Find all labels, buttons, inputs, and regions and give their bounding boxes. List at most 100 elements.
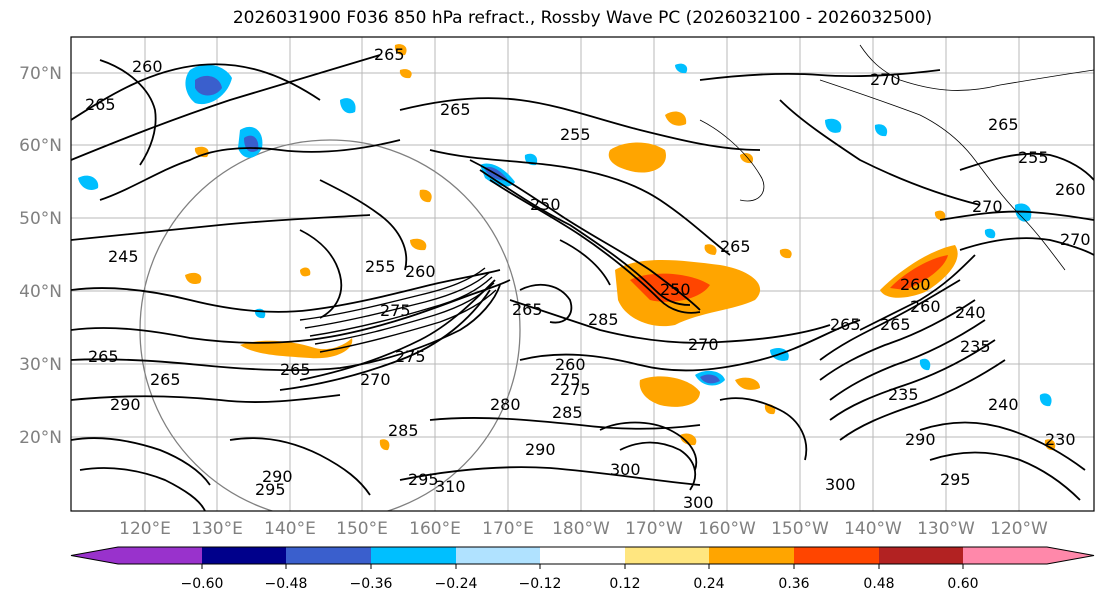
colorbar-tick-label: −0.48 xyxy=(265,576,308,592)
contour-label: 275 xyxy=(380,301,411,320)
lat-label: 40°N xyxy=(19,282,62,302)
contour-label: 265 xyxy=(440,100,471,119)
longitude-labels: 120°E 130°E 140°E 150°E 160°E 170°E 180°… xyxy=(119,519,1048,539)
map-panel: 260 265 265 265 270 265 255 260 270 250 … xyxy=(71,37,1094,512)
contour-label: 240 xyxy=(988,395,1019,414)
contour-label: 295 xyxy=(255,480,286,499)
contour-label: 260 xyxy=(910,297,941,316)
lon-label: 120°E xyxy=(119,519,171,539)
lon-label: 150°W xyxy=(771,519,829,539)
colorbar-tick-label: 0.48 xyxy=(863,576,894,592)
colorbar-bin xyxy=(625,547,709,564)
colorbar-tick-label: −0.36 xyxy=(350,576,393,592)
colorbar-tick-label: −0.12 xyxy=(519,576,562,592)
contour-label: 265 xyxy=(88,347,119,366)
colorbar-bin xyxy=(709,547,794,564)
contour-lines xyxy=(71,54,1094,511)
contour-label: 295 xyxy=(408,470,439,489)
lat-label: 30°N xyxy=(19,355,62,375)
contour-label: 255 xyxy=(1018,148,1049,167)
contour-label: 290 xyxy=(110,395,141,414)
contour-label: 265 xyxy=(150,370,181,389)
contour-label: 290 xyxy=(525,440,556,459)
colorbar-bin xyxy=(202,547,286,564)
contour-label: 260 xyxy=(900,275,931,294)
contour-label: 270 xyxy=(870,70,901,89)
contour-label: 275 xyxy=(395,347,426,366)
contour-label: 290 xyxy=(262,467,293,486)
contour-label: 265 xyxy=(512,300,543,319)
contour-label: 295 xyxy=(940,470,971,489)
contour-label: 260 xyxy=(132,57,163,76)
lat-label: 60°N xyxy=(19,136,62,156)
lon-label: 160°W xyxy=(698,519,756,539)
colorbar-bin xyxy=(794,547,879,564)
map-frame xyxy=(70,36,1095,512)
lon-label: 120°W xyxy=(990,519,1048,539)
contour-label: 275 xyxy=(560,380,591,399)
lon-label: 160°E xyxy=(409,519,461,539)
contour-label: 230 xyxy=(1045,430,1076,449)
colorbar-tick-label: 0.12 xyxy=(609,576,640,592)
colorbar-outline xyxy=(70,546,1095,565)
colorbar-bin xyxy=(540,547,625,564)
contour-label: 245 xyxy=(108,247,139,266)
contour-label: 265 xyxy=(374,45,405,64)
lon-label: 170°E xyxy=(482,519,534,539)
contour-label: 285 xyxy=(588,310,619,329)
contour-label: 260 xyxy=(555,355,586,374)
contour-label: 255 xyxy=(560,125,591,144)
colorbar-tick-label: 0.36 xyxy=(778,576,809,592)
latitude-labels: 70°N 60°N 50°N 40°N 30°N 20°N xyxy=(19,64,62,448)
contour-label: 270 xyxy=(972,197,1003,216)
contour-label: 235 xyxy=(888,385,919,404)
contour-label: 250 xyxy=(660,280,691,299)
colorbar-tick-label: −0.60 xyxy=(181,576,224,592)
contour-label: 270 xyxy=(1060,230,1091,249)
contour-label: 235 xyxy=(960,337,991,356)
graticule xyxy=(71,37,1094,511)
contour-label: 300 xyxy=(683,493,714,512)
contour-label-group: 260 265 265 265 270 265 255 260 270 250 … xyxy=(85,45,1091,512)
colorbar-tick-label: 0.24 xyxy=(693,576,724,592)
lat-label: 50°N xyxy=(19,209,62,229)
contour-label: 265 xyxy=(85,95,116,114)
contour-label: 270 xyxy=(688,335,719,354)
lat-label: 70°N xyxy=(19,64,62,84)
lon-label: 180°W xyxy=(552,519,610,539)
lon-label: 130°W xyxy=(917,519,975,539)
jet-contours-west xyxy=(299,267,497,353)
contour-label: 265 xyxy=(830,315,861,334)
contour-label: 255 xyxy=(365,257,396,276)
contour-label: 310 xyxy=(435,477,466,496)
contour-label: 265 xyxy=(988,115,1019,134)
contour-label: 260 xyxy=(1055,180,1086,199)
contour-label: 270 xyxy=(360,370,391,389)
contour-label: 260 xyxy=(405,262,436,281)
lon-label: 140°E xyxy=(264,519,316,539)
contour-label: 285 xyxy=(388,421,419,440)
positive-anomaly-patches xyxy=(185,44,1056,451)
contour-label: 265 xyxy=(280,360,311,379)
contour-label: 275 xyxy=(550,370,581,389)
colorbar-bin xyxy=(71,547,202,564)
colorbar: −0.60 −0.48 −0.36 −0.24 −0.12 0.12 0.24 … xyxy=(70,546,1095,592)
contour-label: 280 xyxy=(490,395,521,414)
contour-label: 265 xyxy=(720,237,751,256)
colorbar-ticks xyxy=(201,564,964,569)
colorbar-bin xyxy=(286,547,371,564)
contour-label: 300 xyxy=(610,460,641,479)
lon-label: 150°E xyxy=(336,519,388,539)
contour-label: 265 xyxy=(880,315,911,334)
contour-label: 240 xyxy=(955,303,986,322)
lon-label: 140°W xyxy=(844,519,902,539)
colorbar-tick-labels: −0.60 −0.48 −0.36 −0.24 −0.12 0.12 0.24 … xyxy=(181,576,979,592)
lat-label: 20°N xyxy=(19,428,62,448)
contour-label: 250 xyxy=(530,195,561,214)
lon-label: 170°W xyxy=(625,519,683,539)
colorbar-bin xyxy=(879,547,963,564)
lon-label: 130°E xyxy=(191,519,243,539)
coastlines xyxy=(699,44,1094,271)
colorbar-bin xyxy=(456,547,540,564)
